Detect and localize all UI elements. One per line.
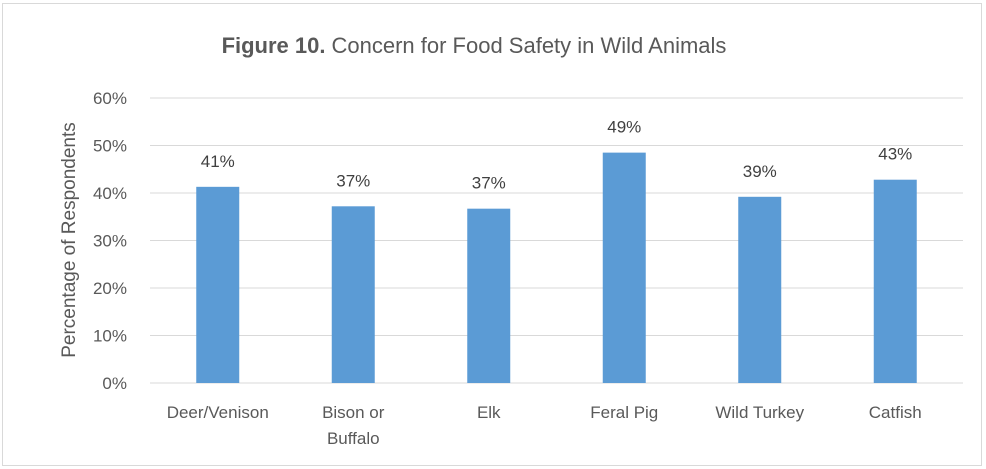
bar — [196, 186, 240, 383]
chart-title: Figure 10. Concern for Food Safety in Wil… — [222, 33, 727, 58]
bar — [331, 206, 375, 383]
bar — [873, 179, 917, 383]
category-label: Deer/Venison — [167, 403, 269, 422]
chart-title-figure-number: Figure 10. — [222, 33, 326, 58]
bar — [467, 208, 511, 383]
data-label: 43% — [878, 145, 912, 164]
y-axis-label: Percentage of Respondents — [59, 122, 80, 358]
y-tick-labels: 0% 10% 20% 30% 40% 50% 60% — [93, 89, 127, 393]
y-tick-label: 0% — [102, 374, 127, 393]
category-label: Catfish — [869, 403, 922, 422]
y-tick-label: 30% — [93, 232, 127, 251]
data-label: 41% — [201, 152, 235, 171]
y-tick-label: 50% — [93, 137, 127, 156]
data-label: 49% — [607, 118, 641, 137]
bars — [196, 152, 917, 383]
data-label: 37% — [472, 174, 506, 193]
category-label: Wild Turkey — [715, 403, 804, 422]
y-tick-label: 60% — [93, 89, 127, 108]
y-tick-label: 10% — [93, 327, 127, 346]
category-label: Elk — [477, 403, 501, 422]
y-tick-label: 40% — [93, 184, 127, 203]
data-labels: 41% 37% 37% 49% 39% 43% — [201, 118, 913, 193]
bar — [738, 196, 782, 383]
data-label: 37% — [336, 171, 370, 190]
chart-title-text: Concern for Food Safety in Wild Animals — [331, 33, 726, 58]
gridlines — [150, 97, 963, 384]
bar — [602, 152, 646, 383]
category-label: Bison or Buffalo — [322, 403, 385, 448]
y-tick-label: 20% — [93, 279, 127, 298]
category-label: Feral Pig — [590, 403, 658, 422]
category-labels: Deer/Venison Bison or Buffalo Elk Feral Pig W… — [167, 403, 922, 448]
data-label: 39% — [743, 162, 777, 181]
